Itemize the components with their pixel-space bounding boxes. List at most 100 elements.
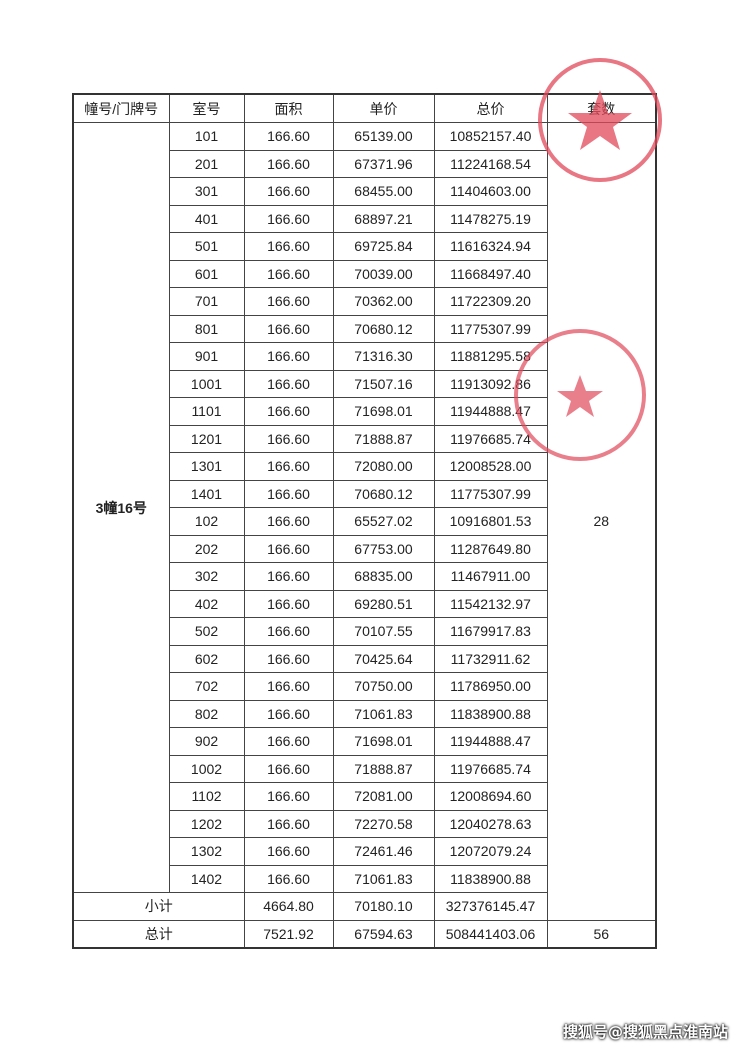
header-row: 幢号/门牌号 室号 面积 单价 总价 套数 (72, 93, 657, 123)
total-row: 总计 7521.92 67594.63 508441403.06 56 (72, 919, 657, 949)
table-row: 502 166.60 70107.55 11679917.83 (73, 617, 656, 646)
table-row: 3幢16号 101 166.60 65139.00 10852157.40 28 (72, 122, 657, 921)
room-cell: 402 (168, 589, 245, 618)
area-cell: 166.60 (243, 864, 334, 893)
room-cell: 801 (168, 314, 245, 343)
room-cell: 401 (168, 204, 245, 233)
total-price-cell: 11786950.00 (433, 672, 548, 701)
total-price-cell: 11775307.99 (433, 314, 548, 343)
table-row: 102 166.60 65527.02 10916801.53 (73, 507, 656, 536)
total-price-cell: 12040278.63 (433, 809, 548, 838)
total-price-cell: 11838900.88 (433, 699, 548, 728)
total-count: 56 (546, 919, 657, 949)
unit-price-cell: 69280.51 (332, 589, 435, 618)
table-row: 401 166.60 68897.21 11478275.19 (73, 204, 656, 233)
room-cell: 502 (168, 617, 245, 646)
area-cell: 166.60 (243, 782, 334, 811)
unit-price-cell: 68455.00 (332, 177, 435, 206)
header-building: 幢号/门牌号 (72, 93, 170, 123)
total-price-cell: 11616324.94 (433, 232, 548, 261)
total-price-cell: 11775307.99 (433, 479, 548, 508)
unit-price-cell: 67371.96 (332, 149, 435, 178)
total-price-cell: 11224168.54 (433, 149, 548, 178)
area-cell: 166.60 (243, 314, 334, 343)
unit-price-cell: 71888.87 (332, 754, 435, 783)
unit-price-cell: 71698.01 (332, 397, 435, 426)
unit-price-cell: 65139.00 (332, 122, 435, 151)
table-row: 701 166.60 70362.00 11722309.20 (73, 287, 656, 316)
area-cell: 166.60 (243, 507, 334, 536)
room-cell: 1102 (168, 782, 245, 811)
area-cell: 166.60 (243, 397, 334, 426)
unit-price-cell: 71698.01 (332, 727, 435, 756)
unit-price-cell: 72270.58 (332, 809, 435, 838)
area-cell: 166.60 (243, 452, 334, 481)
total-label: 总计 (72, 919, 245, 949)
area-cell: 166.60 (243, 259, 334, 288)
room-cell: 602 (168, 644, 245, 673)
area-cell: 166.60 (243, 617, 334, 646)
room-cell: 1101 (168, 397, 245, 426)
unit-price-cell: 70425.64 (332, 644, 435, 673)
area-cell: 166.60 (243, 644, 334, 673)
total-price-cell: 11913092.86 (433, 369, 548, 398)
room-cell: 902 (168, 727, 245, 756)
total-price-cell: 11944888.47 (433, 727, 548, 756)
subtotal-area: 4664.80 (243, 892, 334, 921)
area-cell: 166.60 (243, 122, 334, 151)
room-cell: 102 (168, 507, 245, 536)
table-row: 801 166.60 70680.12 11775307.99 (73, 314, 656, 343)
unit-price-cell: 70750.00 (332, 672, 435, 701)
unit-price-cell: 71061.83 (332, 864, 435, 893)
area-cell: 166.60 (243, 837, 334, 866)
area-cell: 166.60 (243, 562, 334, 591)
total-price-cell: 11976685.74 (433, 424, 548, 453)
room-cell: 201 (168, 149, 245, 178)
table-row: 1401 166.60 70680.12 11775307.99 (73, 479, 656, 508)
room-cell: 1001 (168, 369, 245, 398)
table-row: 602 166.60 70425.64 11732911.62 (73, 644, 656, 673)
watermark: 搜狐号@搜狐黑点淮南站 (563, 1023, 729, 1041)
total-price-cell: 12008694.60 (433, 782, 548, 811)
table-row: 1202 166.60 72270.58 12040278.63 (73, 809, 656, 838)
unit-price-cell: 67753.00 (332, 534, 435, 563)
room-cell: 501 (168, 232, 245, 261)
price-table: 幢号/门牌号 室号 面积 单价 总价 套数 3幢16号 101 166.60 6513… (72, 93, 657, 949)
subtotal-label: 小计 (72, 892, 245, 921)
area-cell: 166.60 (243, 232, 334, 261)
total-price-cell: 11404603.00 (433, 177, 548, 206)
total-price-cell: 11881295.58 (433, 342, 548, 371)
table-body: 3幢16号 101 166.60 65139.00 10852157.40 28 201 16… (72, 122, 657, 921)
unit-price-cell: 70680.12 (332, 479, 435, 508)
table-row: 802 166.60 71061.83 11838900.88 (73, 699, 656, 728)
unit-price-cell: 70362.00 (332, 287, 435, 316)
table-row: 1201 166.60 71888.87 11976685.74 (73, 424, 656, 453)
table-row: 201 166.60 67371.96 11224168.54 (73, 149, 656, 178)
table-row: 702 166.60 70750.00 11786950.00 (73, 672, 656, 701)
unit-price-cell: 71061.83 (332, 699, 435, 728)
unit-price-cell: 72461.46 (332, 837, 435, 866)
room-cell: 301 (168, 177, 245, 206)
total-price-cell: 11732911.62 (433, 644, 548, 673)
unit-price-cell: 72080.00 (332, 452, 435, 481)
unit-price-cell: 70107.55 (332, 617, 435, 646)
area-cell: 166.60 (243, 424, 334, 453)
total-price-cell: 12008528.00 (433, 452, 548, 481)
total-price-cell: 11838900.88 (433, 864, 548, 893)
room-cell: 701 (168, 287, 245, 316)
room-cell: 1002 (168, 754, 245, 783)
unit-price-cell: 68897.21 (332, 204, 435, 233)
subtotal-row: 小计 4664.80 70180.10 327376145.47 (72, 892, 656, 921)
unit-count-cell: 28 (546, 122, 657, 921)
room-cell: 1301 (168, 452, 245, 481)
total-price-cell: 11722309.20 (433, 287, 548, 316)
room-cell: 1202 (168, 809, 245, 838)
table-row: 601 166.60 70039.00 11668497.40 (73, 259, 656, 288)
room-cell: 1402 (168, 864, 245, 893)
area-cell: 166.60 (243, 149, 334, 178)
room-cell: 901 (168, 342, 245, 371)
unit-price-cell: 71507.16 (332, 369, 435, 398)
total-price-cell: 11542132.97 (433, 589, 548, 618)
unit-price-cell: 72081.00 (332, 782, 435, 811)
room-cell: 601 (168, 259, 245, 288)
